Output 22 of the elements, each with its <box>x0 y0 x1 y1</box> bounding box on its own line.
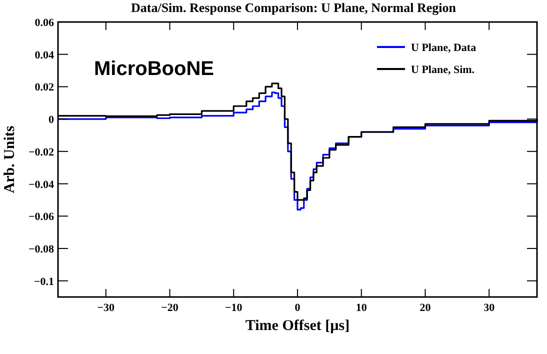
chart-title: Data/Sim. Response Comparison: U Plane, Normal Region <box>131 0 457 15</box>
y-tick-label: −0.04 <box>28 178 54 191</box>
x-tick-label: 10 <box>356 302 368 314</box>
y-tick-label: 0.02 <box>34 82 54 94</box>
x-tick-label: 30 <box>484 302 496 314</box>
y-tick-label: 0.06 <box>34 17 54 29</box>
x-tick-label: −20 <box>161 302 179 314</box>
y-tick-label: −0.02 <box>28 146 54 158</box>
y-tick-label: −0.08 <box>28 243 54 256</box>
y-tick-label: −0.1 <box>34 276 54 288</box>
y-tick-label: 0.04 <box>34 49 54 62</box>
y-tick-label: 0 <box>48 114 54 126</box>
x-axis-title: Time Offset [µs] <box>245 318 350 334</box>
y-tick-label: −0.06 <box>28 211 54 224</box>
legend-label: U Plane, Data <box>411 42 477 54</box>
x-tick-label: −30 <box>97 302 116 314</box>
y-axis-title: Arb. Units <box>2 126 18 194</box>
x-tick-label: 20 <box>420 302 432 314</box>
legend-label: U Plane, Sim. <box>411 64 475 76</box>
annotation: MicroBooNE <box>94 58 214 80</box>
x-tick-label: −10 <box>224 302 243 314</box>
x-tick-label: 0 <box>294 302 301 314</box>
